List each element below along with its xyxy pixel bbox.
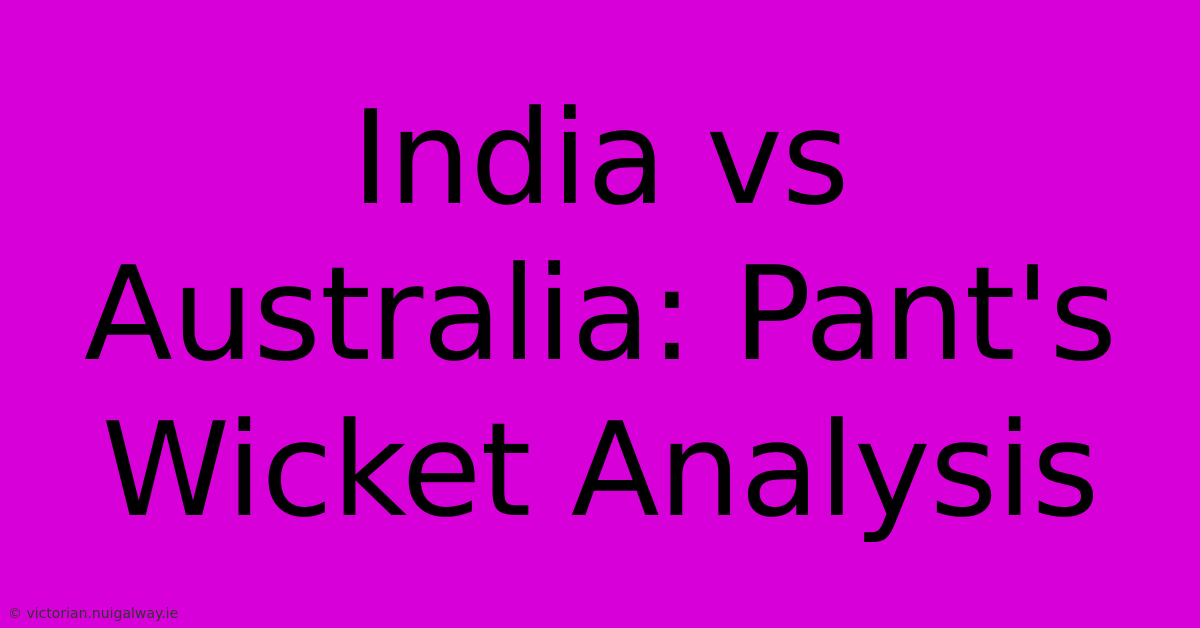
banner-title: India vs Australia: Pant's Wicket Analys…	[84, 80, 1116, 548]
title-line-1: India vs	[351, 82, 848, 234]
title-line-3: Wicket Analysis	[102, 394, 1099, 546]
title-line-2: Australia: Pant's	[84, 238, 1116, 390]
attribution-text: © victorian.nuigalway.ie	[8, 606, 178, 622]
banner-container: India vs Australia: Pant's Wicket Analys…	[0, 0, 1200, 628]
